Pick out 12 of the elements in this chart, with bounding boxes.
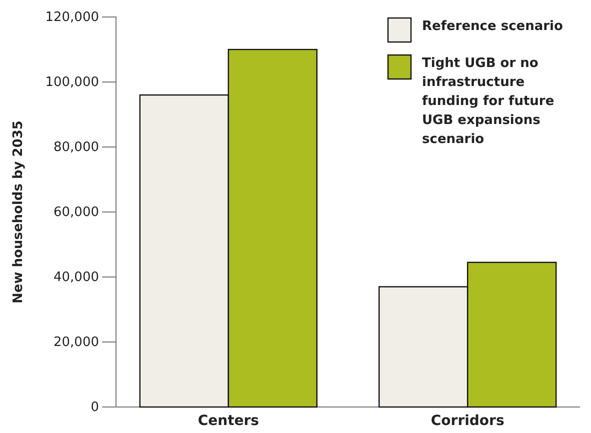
y-axis-title: New households by 2035 — [11, 120, 26, 304]
y-tick-label: 100,000 — [45, 75, 99, 90]
y-tick-label: 60,000 — [54, 205, 99, 220]
x-tick-label: Corridors — [430, 412, 504, 429]
y-tick-label: 80,000 — [54, 140, 99, 156]
y-tick-label: 40,000 — [54, 270, 99, 286]
y-tick-label: 120,000 — [45, 10, 99, 26]
y-tick-label: 0 — [90, 400, 99, 416]
x-tick-label: Centers — [198, 412, 259, 429]
legend-label: Tight UGB or no infrastructure funding for future UGB expansions scenario — [422, 56, 554, 147]
y-tick-label: 20,000 — [54, 335, 99, 350]
legend-label: Reference scenario — [422, 19, 563, 34]
